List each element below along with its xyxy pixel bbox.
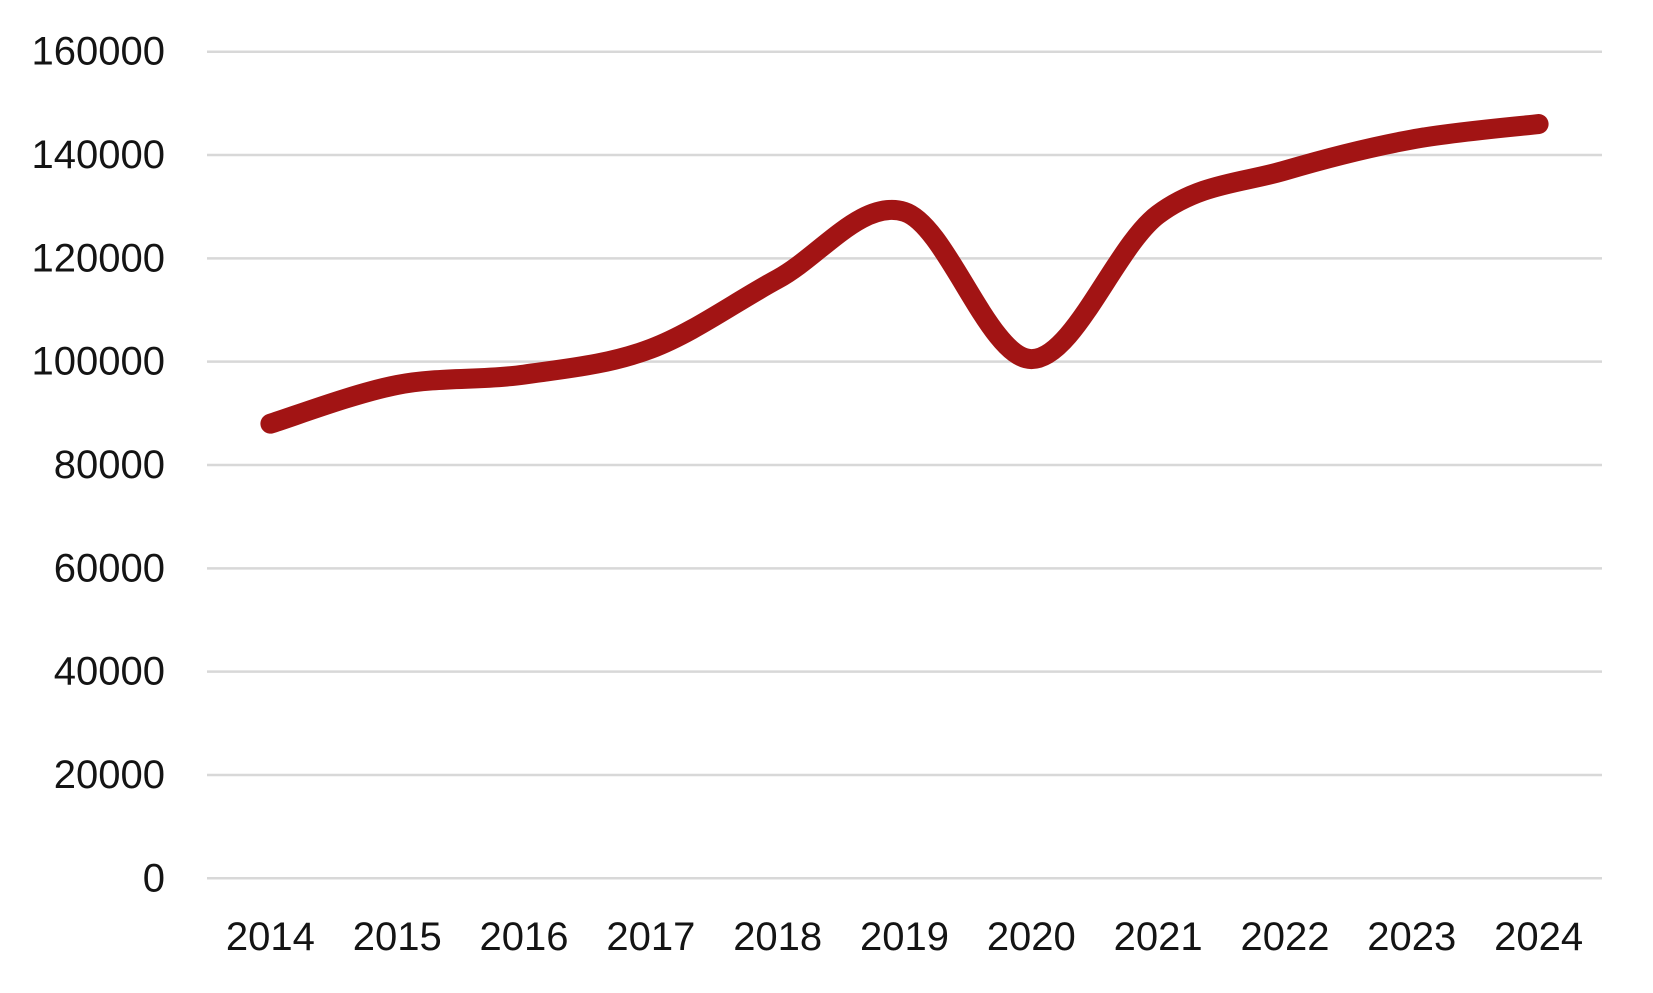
x-axis-tick-label: 2017 [606,915,695,959]
y-axis-tick-label: 60000 [54,546,165,590]
y-axis-tick-label: 160000 [32,30,165,74]
y-axis-tick-label: 80000 [54,443,165,487]
y-axis-tick-label: 140000 [32,133,165,177]
y-axis-tick-labels: 0 20000 40000 60000 80000 100000 120000 140000 1… [32,30,165,901]
x-axis-tick-label: 2016 [480,915,569,959]
gridlines [207,50,1602,880]
y-axis-tick-label: 20000 [54,753,165,797]
x-axis-tick-label: 2021 [1114,915,1203,959]
series-line-annual-value [260,114,1549,434]
y-axis-tick-label: 100000 [32,340,165,384]
y-axis-tick-label: 0 [143,856,165,900]
x-axis-tick-labels: 2014 2015 2016 2017 2018 2019 2020 2021 2022 2023… [226,915,1583,959]
x-axis-tick-label: 2024 [1494,915,1583,959]
x-axis-tick-label: 2015 [353,915,442,959]
y-axis-tick-label: 120000 [32,236,165,280]
y-axis-tick-label: 40000 [54,650,165,694]
x-axis-tick-label: 2022 [1240,915,1329,959]
x-axis-tick-label: 2018 [733,915,822,959]
x-axis-tick-label: 2019 [860,915,949,959]
x-axis-tick-label: 2014 [226,915,315,959]
x-axis-tick-label: 2020 [987,915,1076,959]
x-axis-tick-label: 2023 [1367,915,1456,959]
